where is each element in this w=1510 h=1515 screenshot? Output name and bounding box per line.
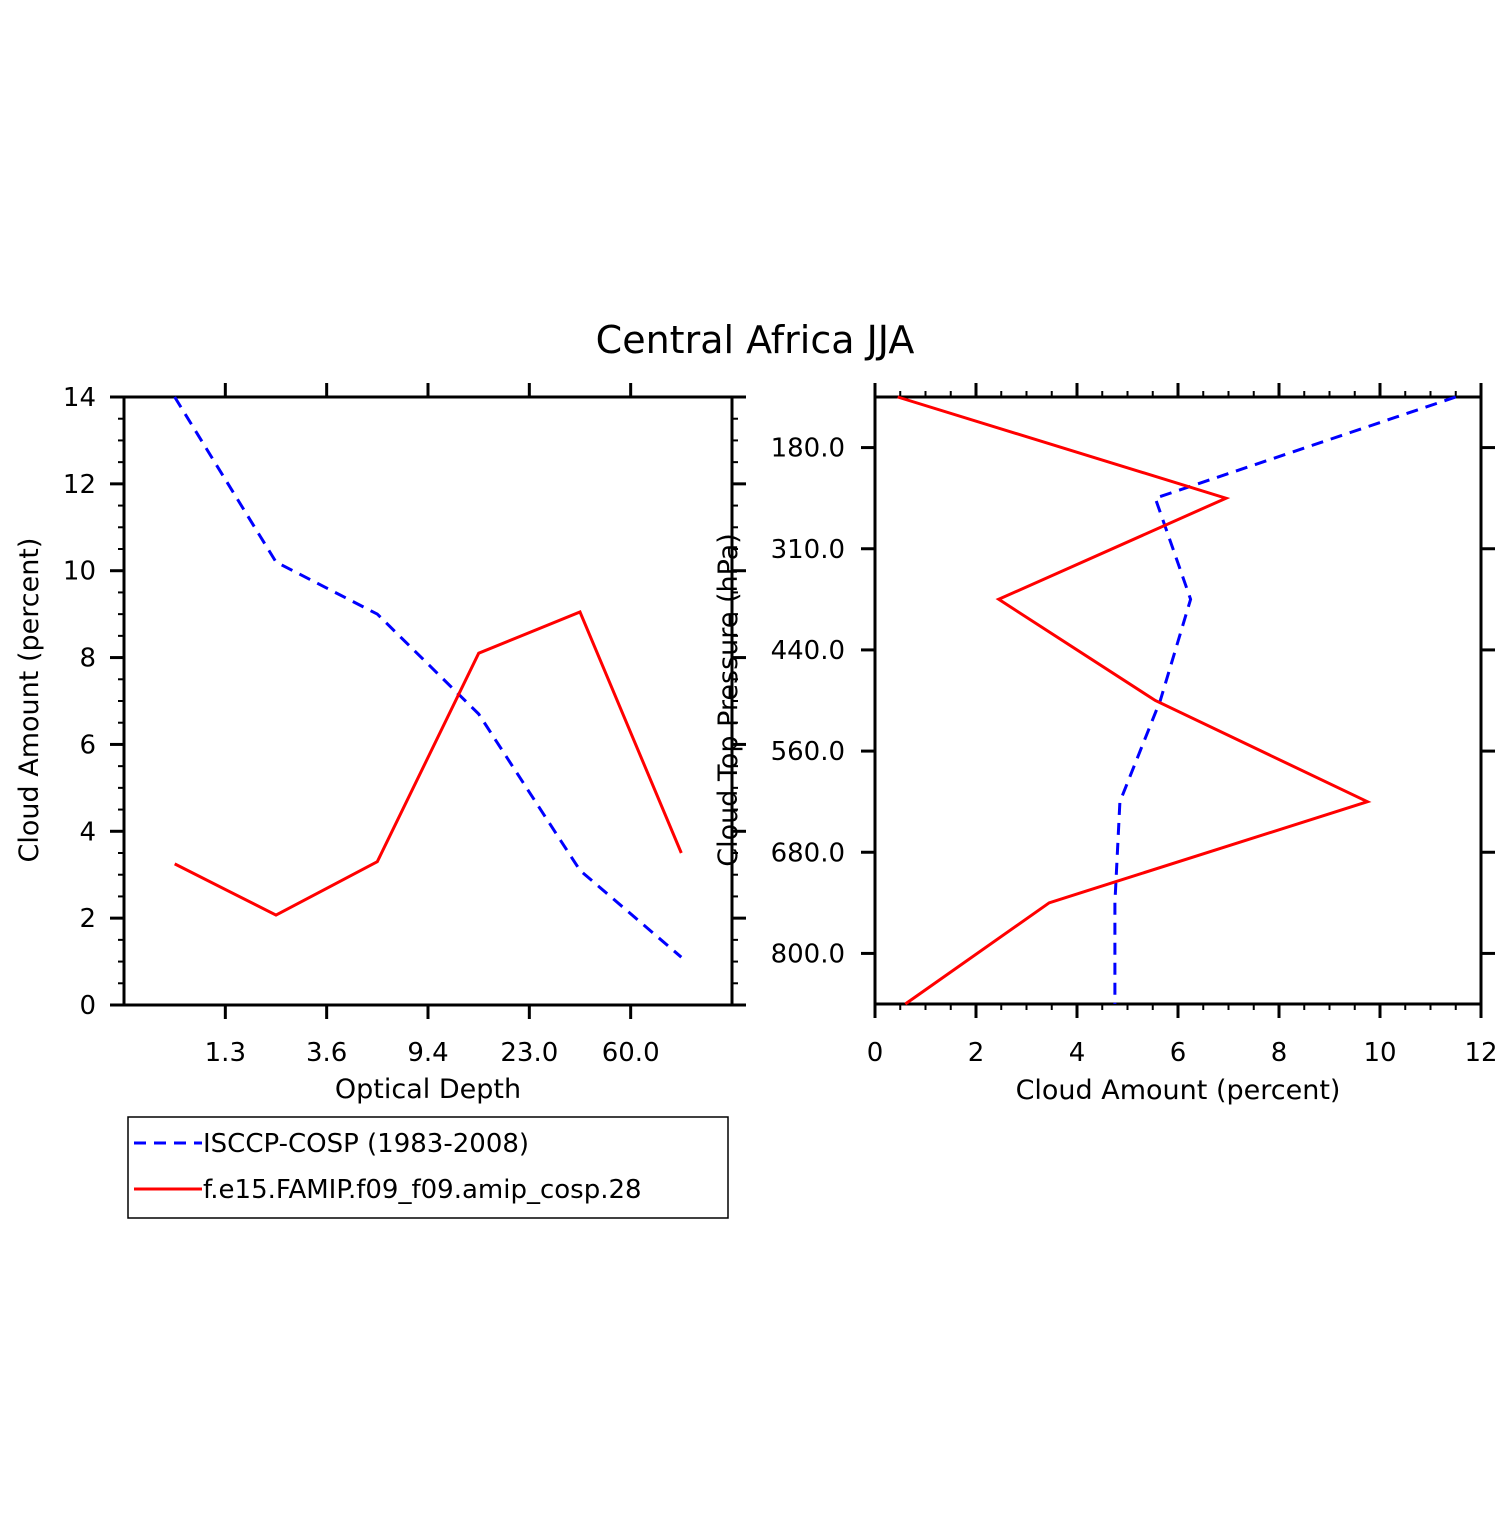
left-y-tick-label: 4 bbox=[79, 817, 96, 847]
left-x-axis-label: Optical Depth bbox=[335, 1074, 521, 1105]
left-x-tick-label: 1.3 bbox=[205, 1038, 246, 1068]
left-x-tick-label: 9.4 bbox=[407, 1038, 448, 1068]
pressure-panel: 0 2 4 6 8 10 12180.0310.0440.0560.0680.0800.0 … bbox=[713, 383, 1498, 1106]
right-y-tick-label: 680.0 bbox=[771, 838, 845, 868]
legend: ISCCP-COSP (1983-2008) f.e15.FAMIP.f09_f… bbox=[127, 1116, 729, 1219]
left-x-tick-label: 3.6 bbox=[306, 1038, 347, 1068]
left-series-model-line bbox=[174, 610, 683, 917]
left-series-isccp-line bbox=[173, 396, 683, 959]
legend-box bbox=[127, 1116, 729, 1219]
left-y-tick-label: 12 bbox=[63, 470, 96, 500]
left-series bbox=[173, 396, 683, 959]
left-x-tick-label: 60.0 bbox=[602, 1038, 660, 1068]
right-y-tick-label: 560.0 bbox=[771, 737, 845, 767]
right-x-tick-label: 2 bbox=[968, 1038, 985, 1068]
chart-title: Central Africa JJA bbox=[596, 318, 915, 362]
right-y-tick-label: 440.0 bbox=[771, 636, 845, 666]
right-series-isccp-line bbox=[1113, 395, 1457, 1004]
left-y-axis-label: Cloud Amount (percent) bbox=[14, 538, 45, 863]
right-x-tick-label: 4 bbox=[1069, 1038, 1086, 1068]
right-plot-frame bbox=[873, 395, 1483, 1006]
right-series bbox=[897, 395, 1457, 1006]
right-x-tick-label: 10 bbox=[1363, 1038, 1396, 1068]
legend-label-isccp: ISCCP-COSP (1983-2008) bbox=[203, 1129, 529, 1159]
right-x-tick-label: 8 bbox=[1271, 1038, 1288, 1068]
right-y-tick-label: 800.0 bbox=[771, 939, 845, 969]
right-x-tick-label: 12 bbox=[1464, 1038, 1497, 1068]
right-axes: 0 2 4 6 8 10 12 180.0 310.0 440.0 560.0 680.0 800.0 bbox=[771, 383, 1498, 1068]
right-x-tick-label: 6 bbox=[1170, 1038, 1187, 1068]
legend-label-model: f.e15.FAMIP.f09_f09.amip_cosp.28 bbox=[203, 1175, 642, 1205]
left-y-tick-label: 2 bbox=[79, 904, 96, 934]
left-y-tick-label: 0 bbox=[79, 991, 96, 1021]
right-y-tick-label: 310.0 bbox=[771, 535, 845, 565]
left-y-tick-label: 10 bbox=[63, 557, 96, 587]
optical-depth-panel: 0 2 4 6 8 10 12 14 1.3 3.6 9.4 23.0 60.0 Optical Dep… bbox=[14, 383, 746, 1105]
left-x-tick-label: 23.0 bbox=[500, 1038, 558, 1068]
right-y-tick-label: 180.0 bbox=[771, 434, 845, 464]
left-y-tick-label: 14 bbox=[63, 383, 96, 413]
right-y-axis-label: Cloud Top Pressure (hPa) bbox=[713, 533, 744, 867]
left-axes: 0 2 4 6 8 10 12 14 1.3 3.6 9.4 23.0 60.0 bbox=[63, 383, 746, 1068]
right-x-axis-label: Cloud Amount (percent) bbox=[1016, 1075, 1341, 1106]
left-y-tick-label: 8 bbox=[79, 644, 96, 674]
left-plot-frame bbox=[122, 395, 734, 1007]
left-y-tick-label: 6 bbox=[79, 730, 96, 760]
right-series-model-line bbox=[897, 395, 1372, 1006]
right-x-tick-label: 0 bbox=[867, 1038, 884, 1068]
